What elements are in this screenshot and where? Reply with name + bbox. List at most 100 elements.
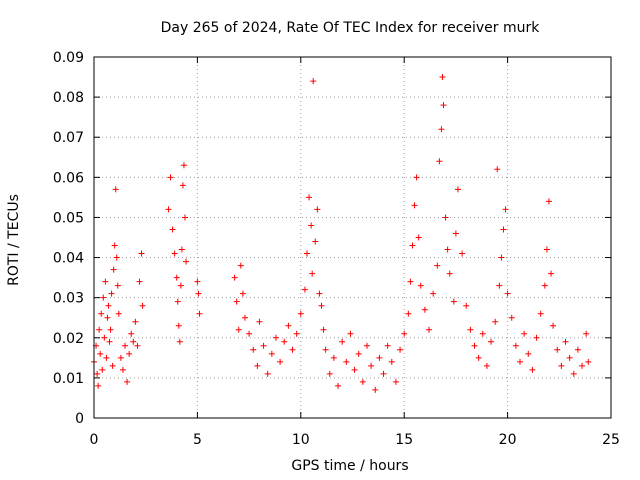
data-point (173, 274, 180, 281)
data-point (171, 250, 178, 257)
y-tick-label: 0.06 (53, 170, 84, 186)
data-point (139, 302, 146, 309)
data-point (99, 366, 106, 373)
data-point (310, 78, 317, 85)
data-point (233, 298, 240, 305)
data-point (124, 378, 131, 385)
y-tick-label: 0.05 (53, 210, 84, 226)
data-point (196, 310, 203, 317)
data-point (110, 266, 117, 273)
data-point (132, 318, 139, 325)
y-tick-label: 0.02 (53, 331, 84, 347)
data-point (106, 338, 113, 345)
data-point (101, 334, 108, 341)
data-point (442, 214, 449, 221)
data-point (525, 350, 532, 357)
data-point (194, 278, 201, 285)
data-point (494, 166, 501, 173)
data-point (430, 290, 437, 297)
data-point (126, 350, 133, 357)
data-point (512, 342, 519, 349)
data-point (521, 330, 528, 337)
data-point (504, 290, 511, 297)
data-point (264, 370, 271, 377)
y-tick-label: 0.08 (53, 90, 84, 106)
data-point (277, 358, 284, 365)
data-point (237, 262, 244, 269)
data-point (169, 226, 176, 233)
data-point (231, 274, 238, 281)
data-point (320, 326, 327, 333)
data-point (130, 338, 137, 345)
data-point (109, 362, 116, 369)
data-point (479, 330, 486, 337)
data-point (272, 334, 279, 341)
data-point (113, 254, 120, 261)
data-point (97, 350, 104, 357)
data-point (566, 354, 573, 361)
data-point (96, 326, 103, 333)
y-axis-label: ROTI / TECUs (6, 194, 22, 286)
data-point (426, 326, 433, 333)
grid-lines (94, 57, 611, 418)
data-point (543, 246, 550, 253)
data-point (508, 314, 515, 321)
x-tick-label: 15 (395, 432, 413, 448)
data-point (285, 322, 292, 329)
data-point (537, 310, 544, 317)
data-point (351, 366, 358, 373)
data-point (444, 246, 451, 253)
data-point (517, 358, 524, 365)
axis-ticks (93, 56, 612, 419)
data-point (440, 102, 447, 109)
data-point (550, 322, 557, 329)
data-point (254, 362, 261, 369)
data-point (500, 226, 507, 233)
data-point (459, 250, 466, 257)
data-point (401, 330, 408, 337)
data-point (318, 302, 325, 309)
data-point (562, 338, 569, 345)
data-point (111, 242, 118, 249)
data-point (529, 366, 536, 373)
data-point (306, 194, 313, 201)
data-point (439, 74, 446, 81)
data-point (114, 282, 121, 289)
data-point (533, 334, 540, 341)
data-point (297, 310, 304, 317)
data-point (115, 310, 122, 317)
data-point (405, 310, 412, 317)
data-point (104, 314, 111, 321)
data-point (483, 362, 490, 369)
data-point (498, 254, 505, 261)
data-point (454, 186, 461, 193)
data-point (347, 330, 354, 337)
data-point (175, 322, 182, 329)
data-point (554, 346, 561, 353)
data-point (548, 270, 555, 277)
data-point (376, 354, 383, 361)
data-point (108, 290, 115, 297)
y-tick-label: 0.07 (53, 130, 84, 146)
data-point (138, 250, 145, 257)
y-tick-label: 0.09 (53, 50, 84, 66)
data-point (545, 198, 552, 205)
data-point (181, 214, 188, 221)
data-point (541, 282, 548, 289)
data-point (372, 386, 379, 393)
data-point (100, 294, 107, 301)
data-point (112, 186, 119, 193)
data-point (309, 270, 316, 277)
data-point (421, 306, 428, 313)
data-point (260, 342, 267, 349)
x-tick-label: 0 (90, 432, 99, 448)
data-point (392, 378, 399, 385)
data-point (301, 286, 308, 293)
data-point (293, 330, 300, 337)
data-point (438, 126, 445, 133)
data-point (434, 262, 441, 269)
data-point (467, 326, 474, 333)
data-points (91, 74, 592, 393)
data-point (384, 342, 391, 349)
